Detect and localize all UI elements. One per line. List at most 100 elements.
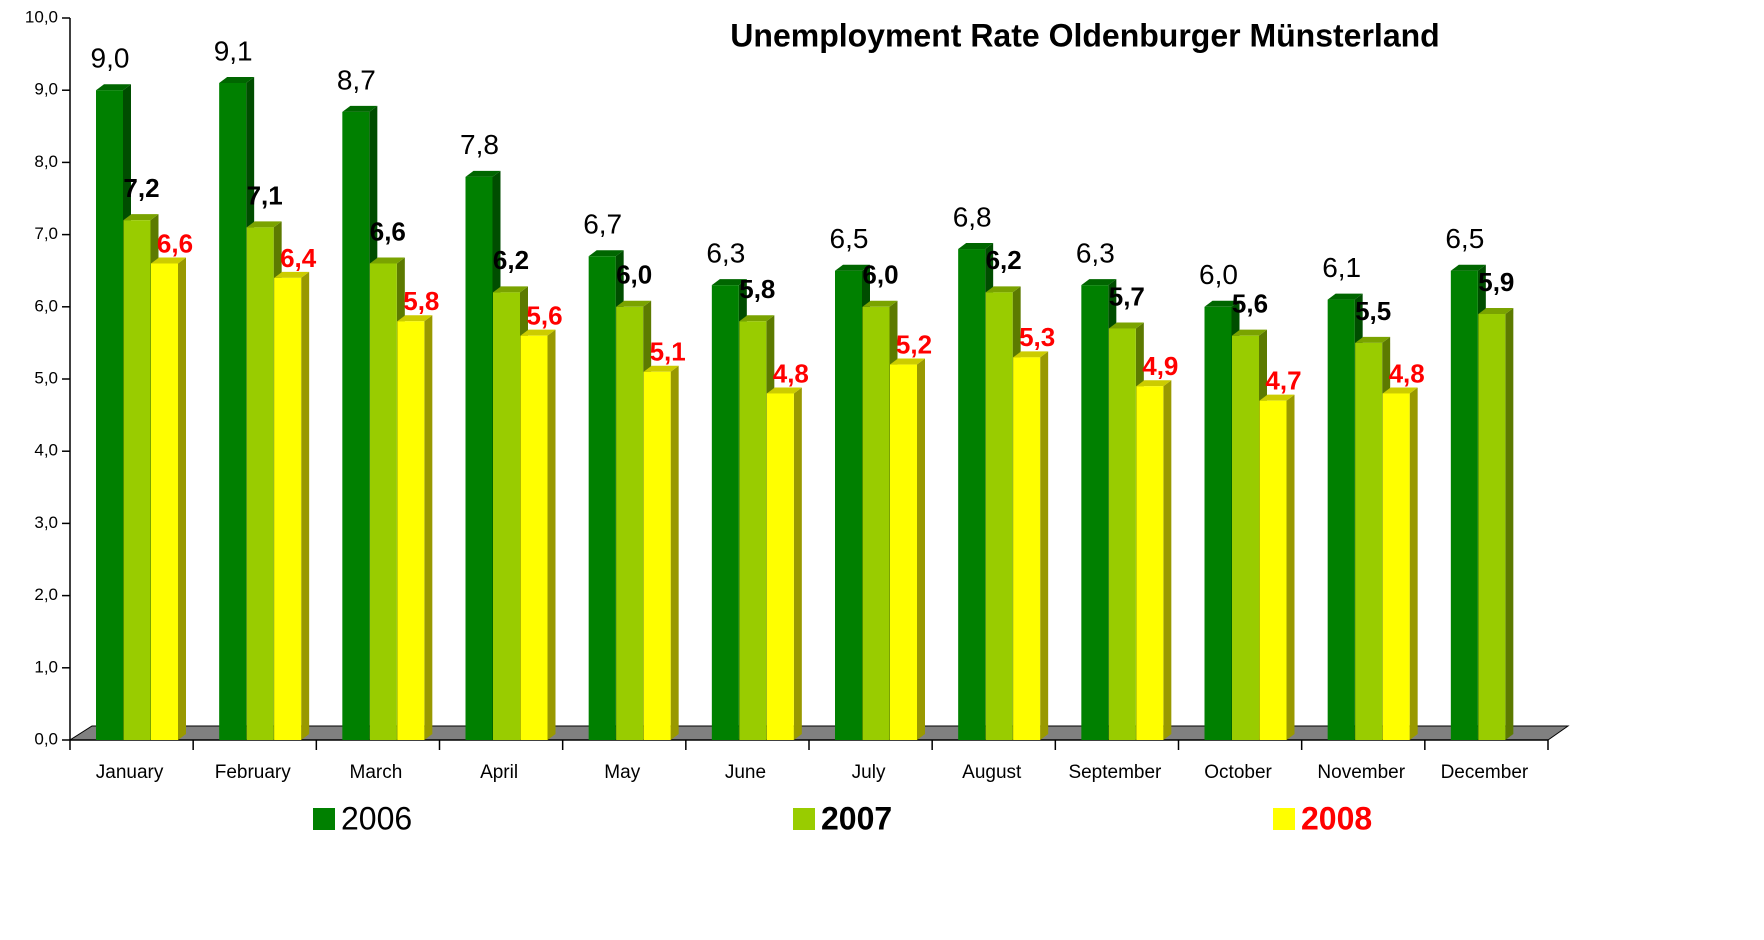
bar-front	[123, 220, 151, 740]
x-tick-label: March	[350, 762, 403, 783]
bar-side	[917, 358, 925, 740]
bar-top	[397, 315, 433, 322]
bar-top	[616, 300, 652, 307]
bar-front	[1013, 357, 1041, 740]
bar	[151, 257, 186, 740]
value-label: 4,8	[1389, 358, 1425, 388]
y-tick-label: 1,0	[34, 657, 58, 676]
value-label: 6,2	[986, 245, 1022, 275]
value-label: 4,9	[1142, 351, 1178, 381]
bar-top	[711, 279, 747, 286]
bar-front	[588, 256, 616, 740]
value-label: 5,7	[1109, 281, 1145, 311]
bar	[1259, 394, 1295, 740]
x-tick-label: February	[215, 762, 292, 783]
bar	[1478, 308, 1514, 740]
bar-top	[369, 257, 405, 264]
value-label: 5,6	[526, 301, 562, 331]
value-label: 4,8	[773, 358, 809, 388]
y-tick-label: 3,0	[34, 513, 58, 532]
bar-front	[96, 90, 123, 740]
bar-front	[1232, 335, 1259, 740]
bar-front	[766, 393, 794, 740]
value-label: 6,1	[1322, 252, 1361, 283]
bar-side	[178, 257, 186, 740]
value-label: 5,8	[739, 274, 775, 304]
bar-top	[246, 221, 282, 228]
bar-top	[123, 214, 159, 221]
bar-front	[397, 321, 425, 740]
bar-front	[246, 227, 274, 740]
value-label: 6,8	[953, 201, 992, 232]
bar-front	[958, 249, 986, 741]
bar-top	[151, 257, 186, 264]
chart-title: Unemployment Rate Oldenburger Münsterlan…	[730, 17, 1439, 53]
bar-side	[1505, 308, 1514, 740]
y-tick-label: 5,0	[34, 368, 58, 387]
legend-swatch	[313, 808, 335, 830]
bar-top	[766, 387, 802, 394]
bar-front	[1450, 270, 1478, 740]
bar	[643, 365, 679, 740]
bar-top	[1478, 308, 1514, 315]
bar-front	[835, 270, 862, 740]
bar	[1013, 351, 1049, 740]
bar-top	[274, 271, 310, 278]
bar-front	[342, 111, 370, 741]
y-tick-label: 10,0	[25, 7, 58, 26]
bar-top	[1013, 351, 1049, 358]
value-label: 7,8	[460, 129, 499, 160]
bar-front	[1259, 400, 1287, 740]
bar-front	[219, 82, 247, 741]
x-tick-label: January	[96, 762, 164, 783]
value-label: 6,2	[493, 245, 529, 275]
y-tick-label: 6,0	[34, 296, 58, 315]
bar-front	[890, 364, 917, 740]
value-label: 9,0	[91, 43, 130, 74]
bar	[1136, 380, 1172, 740]
bar-top	[890, 358, 925, 365]
bar-top	[1136, 380, 1172, 387]
value-label: 7,2	[123, 173, 159, 203]
bar-front	[1355, 342, 1383, 740]
value-label: 6,3	[706, 238, 745, 269]
bar-front	[1327, 299, 1355, 740]
bar	[274, 271, 310, 740]
bar-top	[342, 105, 378, 112]
value-label: 6,3	[1076, 238, 1115, 269]
value-label: 6,7	[583, 209, 622, 240]
bar-side	[1409, 387, 1418, 740]
bar-front	[1478, 314, 1506, 740]
bar-front	[1136, 386, 1164, 740]
y-tick-label: 9,0	[34, 80, 58, 99]
bar-side	[424, 315, 433, 740]
bar-top	[1108, 322, 1144, 329]
x-tick-label: April	[480, 762, 518, 783]
legend-swatch	[793, 808, 815, 830]
bar-front	[369, 263, 397, 740]
value-label: 5,2	[896, 329, 932, 359]
bar-top	[643, 365, 679, 372]
value-label: 6,6	[370, 216, 406, 246]
bar-front	[739, 321, 767, 740]
x-tick-label: May	[604, 762, 640, 783]
bar-side	[547, 329, 556, 740]
bar-top	[739, 315, 775, 322]
bar-top	[520, 329, 556, 336]
value-label: 6,0	[1199, 259, 1238, 290]
bar-side	[1163, 380, 1172, 740]
value-label: 5,5	[1355, 296, 1391, 326]
x-tick-label: December	[1441, 762, 1529, 783]
y-tick-label: 2,0	[34, 585, 58, 604]
bar-front	[711, 285, 739, 740]
bar-top	[1355, 336, 1391, 343]
bar	[766, 387, 802, 740]
bar-top	[1204, 300, 1240, 307]
bar-front	[1204, 306, 1232, 740]
legend-label: 2006	[341, 800, 412, 836]
value-label: 6,5	[1445, 223, 1484, 254]
bar-front	[1081, 285, 1109, 740]
value-label: 7,1	[247, 180, 283, 210]
bar-top	[1327, 293, 1363, 300]
